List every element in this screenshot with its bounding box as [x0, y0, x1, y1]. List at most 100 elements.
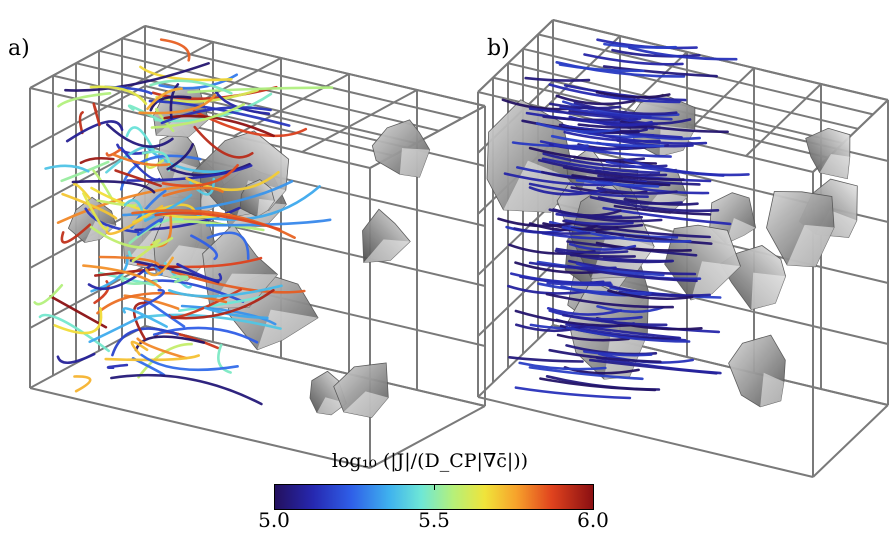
streamline [87, 263, 153, 291]
streamline [515, 323, 586, 333]
streamline [149, 95, 192, 112]
colorbar-tickmark [274, 484, 275, 490]
streamline [562, 166, 685, 181]
streamline [60, 160, 110, 183]
streamline [128, 217, 184, 245]
grid-line [144, 145, 486, 227]
panel-a-cube [29, 25, 486, 469]
streamline [148, 99, 291, 127]
grid-line [301, 89, 418, 153]
grain-facet [399, 148, 430, 178]
streamline [33, 284, 64, 306]
streamline [559, 105, 673, 121]
streamline [161, 164, 239, 188]
streamline [167, 284, 283, 298]
grain-facet [751, 272, 786, 310]
streamline [180, 304, 277, 326]
streamline [603, 42, 678, 49]
panel-a-label: a) [8, 36, 30, 61]
streamline [524, 76, 591, 82]
streamline [564, 219, 634, 226]
grid-line [745, 83, 822, 157]
streamline [122, 307, 168, 328]
streamline [589, 119, 653, 127]
streamline [571, 174, 671, 187]
streamline [154, 211, 281, 231]
streamline [514, 309, 635, 328]
grid-line [369, 405, 486, 469]
streamline [623, 158, 750, 177]
panel-b-streamlines [497, 38, 750, 400]
grid-line [144, 25, 486, 107]
streamline [576, 214, 663, 223]
colorbar-tickmark [593, 484, 594, 490]
grid-line [522, 47, 859, 130]
streamline [554, 249, 673, 264]
grid-line [477, 202, 554, 276]
streamline [595, 241, 692, 252]
streamline [595, 90, 671, 99]
streamline [57, 92, 112, 108]
streamline [127, 104, 162, 123]
streamline [53, 307, 103, 335]
streamline [562, 313, 668, 327]
streamline [549, 102, 622, 110]
streamline [49, 295, 108, 329]
streamline [84, 207, 140, 234]
streamline [144, 193, 193, 222]
streamline [163, 114, 275, 138]
streamline [110, 373, 263, 406]
streamline [569, 253, 636, 258]
grain-facet [591, 231, 655, 279]
streamline [545, 292, 674, 309]
grid-line [477, 324, 554, 398]
grain-facet [317, 397, 347, 415]
colorbar-tick-label: 5.5 [418, 508, 450, 532]
streamline [82, 264, 162, 289]
grain-facet [257, 198, 275, 217]
streamline [123, 199, 146, 221]
colorbar-title: log₁₀ (|J|/(D_CP|∇c̄|)) [331, 450, 529, 472]
streamline [565, 326, 691, 343]
streamline [575, 179, 660, 188]
colorbar-tick-label: 6.0 [577, 508, 609, 532]
streamline [528, 107, 639, 120]
streamline [596, 225, 711, 239]
streamline [105, 145, 155, 174]
streamline [595, 230, 713, 245]
streamline [548, 208, 643, 220]
streamline [597, 196, 683, 205]
streamline [214, 90, 271, 115]
streamline [130, 340, 149, 356]
streamline [539, 377, 657, 392]
streamline [206, 231, 250, 260]
grid-line [477, 396, 814, 478]
streamline [536, 260, 665, 277]
colorbar-tickmark [434, 484, 435, 490]
panel-b-label: b) [487, 36, 510, 61]
panel-a-streamlines [33, 38, 334, 406]
grid-line [29, 265, 146, 329]
streamline [546, 281, 613, 287]
grid-line [98, 49, 440, 132]
streamline [538, 158, 668, 177]
streamline [79, 156, 115, 165]
grid-line [144, 325, 486, 407]
streamline [136, 337, 188, 360]
grid-line [29, 87, 371, 169]
streamline [205, 218, 332, 227]
streamline [562, 100, 680, 117]
grain-facet [787, 224, 835, 267]
streamline [573, 101, 678, 116]
streamline [140, 353, 239, 372]
streamline [149, 79, 233, 95]
streamline [528, 261, 617, 270]
streamline [98, 255, 160, 266]
streamline [170, 288, 275, 320]
grid-line [29, 85, 146, 149]
streamline [611, 48, 701, 58]
streamline [513, 227, 591, 235]
streamline [136, 217, 164, 236]
streamline [518, 361, 607, 371]
streamline [89, 225, 174, 249]
